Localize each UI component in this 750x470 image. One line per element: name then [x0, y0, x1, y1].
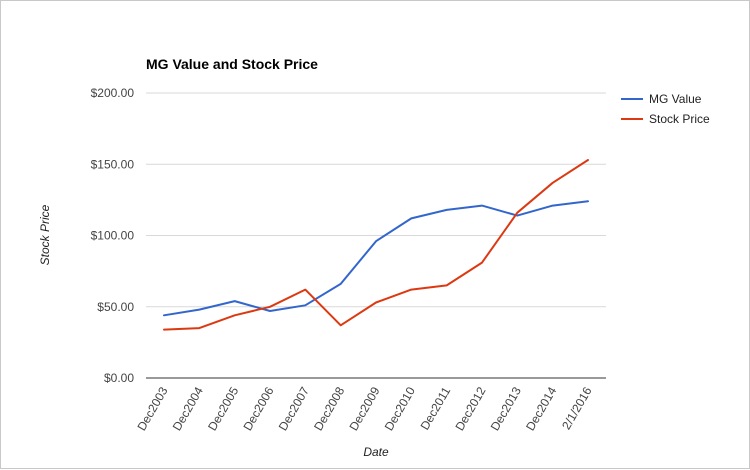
x-tick-label: Dec2012: [452, 384, 488, 433]
x-tick-label: Dec2005: [205, 384, 241, 433]
x-tick-label: Dec2011: [418, 384, 454, 432]
x-tick-label: Dec2006: [240, 384, 276, 433]
y-tick-label: $0.00: [104, 371, 134, 385]
y-tick-label: $200.00: [91, 86, 135, 100]
gridlines: [146, 92, 606, 379]
x-tick-label: Dec2007: [276, 384, 312, 433]
y-tick-label: $100.00: [91, 229, 135, 243]
chart-title: MG Value and Stock Price: [146, 56, 318, 72]
y-axis-tick-labels: $200.00 $150.00 $100.00 $50.00 $0.00: [91, 86, 135, 385]
x-tick-label: Dec2008: [311, 384, 347, 433]
legend-label: MG Value: [649, 92, 702, 106]
legend: MG Value Stock Price: [621, 92, 710, 126]
x-tick-label: Dec2009: [346, 384, 382, 433]
x-tick-label: Dec2014: [523, 384, 559, 433]
legend-label: Stock Price: [649, 112, 710, 126]
series-line-stock-price: [163, 159, 589, 331]
y-tick-label: $50.00: [97, 300, 134, 314]
x-tick-label: Dec2003: [134, 384, 170, 433]
series-lines: [163, 159, 589, 331]
y-axis-title: Stock Price: [38, 204, 52, 265]
y-tick-label: $150.00: [91, 157, 135, 171]
series-line-mg-value: [163, 200, 589, 317]
x-axis-title: Date: [363, 445, 389, 459]
x-tick-label: 2/1/2016: [559, 384, 595, 432]
x-axis-tick-labels: Dec2003 Dec2004 Dec2005 Dec2006 Dec2007 Dec20…: [134, 384, 594, 433]
x-tick-label: Dec2010: [382, 384, 418, 433]
x-tick-label: Dec2004: [170, 384, 206, 433]
x-tick-label: Dec2013: [488, 384, 524, 433]
